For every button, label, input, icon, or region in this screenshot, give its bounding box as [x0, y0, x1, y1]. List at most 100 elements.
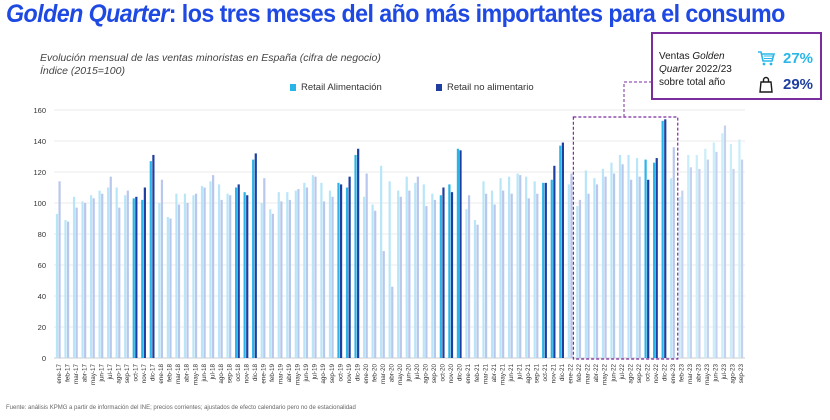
- x-tick-label: may-18: [192, 364, 199, 385]
- x-tick-label: nov-17: [141, 364, 148, 384]
- x-tick-label: ene-23: [670, 364, 677, 384]
- y-tick-label: 60: [38, 261, 46, 270]
- subtitle-line-2: Índice (2015=100): [40, 65, 125, 77]
- bar-food-ene-17: [55, 213, 59, 358]
- bar-food-may-21: [499, 178, 502, 358]
- y-tick-label: 100: [33, 199, 46, 208]
- legend-label-nonfood: Retail no alimentario: [447, 82, 534, 93]
- bar-food-jun-20: [405, 176, 408, 358]
- bar-food-sep-17: [124, 195, 127, 358]
- bar-nonfood-dic-22: [664, 119, 667, 358]
- x-tick-label: jun-19: [303, 364, 310, 383]
- x-tick-label: dic-18: [252, 364, 259, 382]
- x-tick-label: mar-17: [73, 364, 80, 384]
- bar-nonfood-sep-18: [229, 195, 232, 358]
- x-tick-label: mar-20: [380, 364, 387, 384]
- bar-food-mar-17: [72, 196, 76, 358]
- bar-nonfood-feb-19: [271, 213, 274, 358]
- bar-nonfood-sep-23: [740, 159, 744, 358]
- bar-food-ene-20: [362, 196, 366, 358]
- bar-nonfood-feb-23: [681, 190, 684, 358]
- legend-label-food: Retail Alimentación: [301, 82, 382, 93]
- bar-nonfood-may-19: [297, 189, 300, 358]
- bar-nonfood-abr-18: [186, 203, 189, 358]
- x-tick-label: ago-17: [115, 364, 122, 384]
- x-tick-label: nov-18: [243, 364, 250, 384]
- bar-food-jun-17: [98, 190, 101, 358]
- x-tick-label: feb-20: [371, 364, 378, 382]
- bar-food-mar-18: [175, 193, 178, 358]
- y-tick-label: 20: [38, 323, 46, 332]
- x-tick-label: ene-20: [363, 364, 370, 384]
- bar-food-ago-17: [115, 187, 118, 358]
- x-tick-label: may-19: [295, 364, 302, 385]
- bar-nonfood-ago-23: [732, 168, 735, 358]
- chart-subtitle: Evolución mensual de las ventas minorist…: [40, 52, 381, 78]
- bar-food-jul-22: [618, 154, 622, 358]
- bar-nonfood-ago-20: [425, 206, 428, 358]
- bar-nonfood-feb-18: [169, 218, 172, 358]
- bar-nonfood-nov-22: [655, 158, 658, 358]
- bar-food-feb-20: [371, 204, 374, 358]
- bar-food-sep-23: [738, 139, 741, 358]
- x-tick-label: jun-20: [406, 364, 413, 383]
- x-tick-label: abr-19: [286, 364, 293, 383]
- x-tick-label: sep-18: [226, 364, 233, 384]
- x-tick-label: dic-19: [354, 364, 361, 382]
- bar-nonfood-sep-17: [126, 190, 129, 358]
- x-tick-label: sep-17: [124, 364, 131, 384]
- x-tick-label: feb-23: [679, 364, 686, 382]
- x-tick-label: abr-21: [491, 364, 498, 383]
- bar-nonfood-feb-21: [476, 224, 479, 358]
- x-tick-label: mar-22: [585, 364, 592, 384]
- x-tick-label: dic-22: [661, 364, 668, 382]
- bar-nonfood-may-20: [399, 196, 402, 358]
- bar-food-ago-23: [729, 144, 732, 358]
- callout-nonfood-value: 29%: [783, 76, 814, 93]
- x-tick-label: feb-22: [576, 364, 583, 382]
- bar-food-jul-18: [209, 181, 212, 358]
- bar-food-abr-22: [593, 178, 596, 358]
- bar-nonfood-oct-22: [647, 179, 650, 358]
- x-tick-label: abr-20: [388, 364, 395, 383]
- bar-nonfood-jun-20: [408, 190, 411, 358]
- title-rest: : los tres meses del año más importantes…: [168, 0, 786, 28]
- x-tick-label: feb-17: [64, 364, 71, 382]
- x-tick-label: jul-21: [516, 364, 523, 381]
- bar-nonfood-mar-18: [177, 204, 181, 358]
- x-tick-label: oct-18: [235, 364, 242, 382]
- x-tick-label: jun-21: [508, 364, 515, 383]
- x-tick-label: oct-19: [337, 364, 344, 382]
- bar-food-may-20: [397, 190, 400, 358]
- golden-quarter-callout: Ventas Golden Quarter 2022/23 sobre tota…: [651, 32, 822, 100]
- x-tick-label: sep-19: [329, 364, 336, 384]
- x-tick-label: dic-17: [150, 364, 157, 382]
- bar-nonfood-abr-20: [391, 286, 394, 358]
- bar-nonfood-dic-20: [459, 150, 462, 358]
- bar-food-feb-18: [166, 216, 169, 358]
- x-tick-label: may-23: [704, 364, 711, 385]
- bar-nonfood-sep-22: [638, 176, 641, 358]
- bar-nonfood-may-17: [92, 198, 95, 358]
- bar-nonfood-jun-19: [305, 187, 309, 358]
- bar-nonfood-mar-20: [382, 251, 385, 358]
- x-tick-label: jun-23: [713, 364, 720, 383]
- x-tick-label: nov-21: [551, 364, 558, 384]
- x-tick-label: abr-18: [184, 364, 191, 383]
- bar-nonfood-nov-19: [348, 176, 351, 358]
- y-tick-label: 40: [38, 292, 46, 301]
- bar-nonfood-jun-23: [715, 151, 718, 358]
- bar-nonfood-may-23: [706, 159, 710, 358]
- bar-food-dic-22: [661, 120, 664, 358]
- bar-food-ago-19: [320, 182, 323, 358]
- x-tick-label: feb-18: [167, 364, 174, 382]
- bar-nonfood-ago-17: [118, 207, 121, 358]
- bar-food-jun-21: [508, 176, 511, 358]
- y-tick-label: 140: [33, 137, 46, 146]
- x-tick-label: dic-21: [559, 364, 566, 382]
- bar-food-jul-23: [721, 133, 724, 358]
- x-tick-label: jun-17: [98, 364, 105, 383]
- bar-nonfood-dic-21: [561, 142, 564, 358]
- x-tick-label: feb-21: [474, 364, 481, 382]
- bar-nonfood-sep-20: [433, 199, 437, 358]
